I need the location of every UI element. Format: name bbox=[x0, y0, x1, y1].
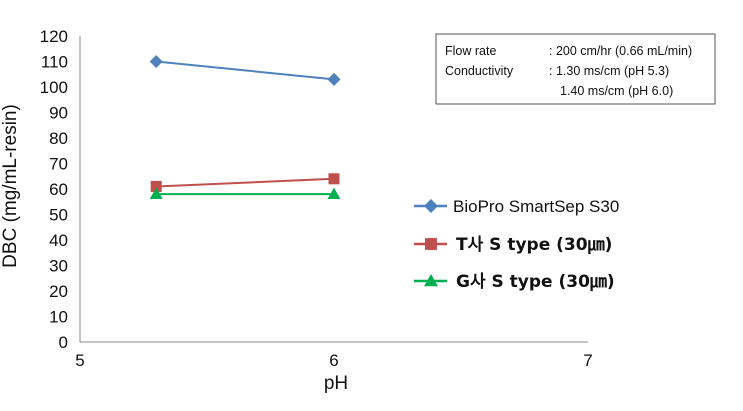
legend-swatch-marker bbox=[424, 274, 438, 287]
data-point bbox=[150, 180, 162, 192]
y-tick-label: 10 bbox=[49, 308, 68, 327]
y-tick-label: 110 bbox=[41, 53, 68, 72]
legend-swatch-marker bbox=[425, 238, 437, 250]
series-line bbox=[156, 60, 335, 81]
series-2 bbox=[150, 173, 340, 192]
series-1 bbox=[149, 55, 341, 86]
plot-series bbox=[149, 55, 341, 199]
series-line bbox=[156, 177, 335, 188]
x-axis-title: pH bbox=[324, 373, 348, 394]
y-tick-label: 40 bbox=[49, 231, 68, 250]
y-tick-label: 100 bbox=[40, 78, 68, 97]
annotation-flow-label: Flow rate bbox=[445, 44, 496, 58]
legend-item-2: T사 S type (30㎛) bbox=[414, 235, 612, 255]
legend-swatch-marker bbox=[424, 199, 438, 213]
annotation-conductivity-label: Conductivity bbox=[445, 64, 514, 78]
x-tick-label: 7 bbox=[583, 351, 592, 370]
y-tick-label: 90 bbox=[49, 104, 68, 123]
y-axis-ticks: 0 10 20 30 40 50 60 70 80 90 100 110 120 bbox=[40, 27, 68, 352]
y-tick-label: 30 bbox=[49, 257, 68, 276]
series-3 bbox=[149, 187, 341, 199]
annotation-border bbox=[435, 33, 716, 105]
data-point bbox=[149, 55, 163, 68]
annotation-conductivity-value-1: : 1.30 ms/cm (pH 5.3) bbox=[549, 64, 669, 78]
y-tick-label: 50 bbox=[49, 206, 68, 225]
annotation-conductivity-value-2: 1.40 ms/cm (pH 6.0) bbox=[560, 84, 673, 98]
y-tick-label: 0 bbox=[59, 333, 68, 352]
data-point bbox=[328, 173, 340, 185]
y-tick-label: 120 bbox=[40, 27, 68, 46]
x-tick-label: 6 bbox=[329, 351, 338, 370]
data-point bbox=[327, 187, 341, 199]
annotation-flow-value: : 200 cm/hr (0.66 mL/min) bbox=[549, 44, 692, 58]
data-point bbox=[149, 187, 163, 199]
x-tick-label: 5 bbox=[75, 351, 84, 370]
legend: BioPro SmartSep S30 T사 S type (30㎛) G사 S t… bbox=[414, 197, 619, 292]
y-tick-label: 80 bbox=[49, 129, 68, 148]
legend-label: BioPro SmartSep S30 bbox=[453, 197, 619, 216]
y-tick-label: 70 bbox=[49, 155, 68, 174]
y-axis-title: DBC (mg/mL-resin) bbox=[0, 104, 21, 268]
legend-label: G사 S type (30㎛) bbox=[456, 272, 615, 292]
data-point bbox=[327, 72, 341, 86]
legend-item-1: BioPro SmartSep S30 bbox=[414, 197, 619, 216]
conditions-annotation: Flow rate : 200 cm/hr (0.66 mL/min) Cond… bbox=[435, 33, 716, 105]
x-axis-ticks: 5 6 7 bbox=[75, 351, 592, 370]
y-tick-label: 20 bbox=[49, 282, 68, 301]
y-tick-label: 60 bbox=[49, 180, 68, 199]
legend-item-3: G사 S type (30㎛) bbox=[414, 272, 615, 292]
legend-label: T사 S type (30㎛) bbox=[456, 235, 612, 255]
